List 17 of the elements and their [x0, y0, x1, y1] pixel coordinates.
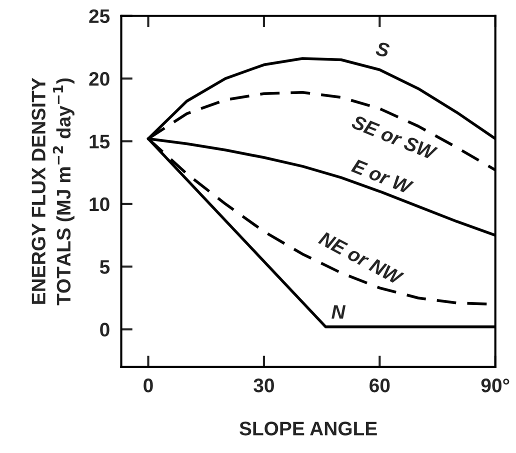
x-tick-label: 30	[254, 378, 274, 392]
text: NE or NW	[318, 231, 404, 286]
y-tick-label: 0	[100, 322, 110, 337]
series-label: N	[332, 305, 346, 319]
text: E or W	[350, 158, 414, 195]
y-tick-label: 5	[100, 260, 110, 274]
y-tick-label: 25	[89, 9, 110, 24]
x-tick-label: 60	[370, 378, 390, 392]
y-axis-title: ENERGY FLUX DENSITY TOTALS (MJ m$^{−2}$ day$^{−1}$)	[32, 78, 74, 306]
y-tick-label: 15	[90, 134, 110, 148]
x-axis-title: SLOPE ANGLE	[240, 422, 377, 436]
y-tick-label: 20	[89, 72, 110, 86]
x-tick-label: 90°	[481, 378, 510, 392]
x-tick-label: 0	[144, 378, 153, 392]
text: SE or SW	[350, 114, 438, 161]
text: S	[375, 41, 390, 58]
y-tick-label: 10	[90, 197, 110, 212]
